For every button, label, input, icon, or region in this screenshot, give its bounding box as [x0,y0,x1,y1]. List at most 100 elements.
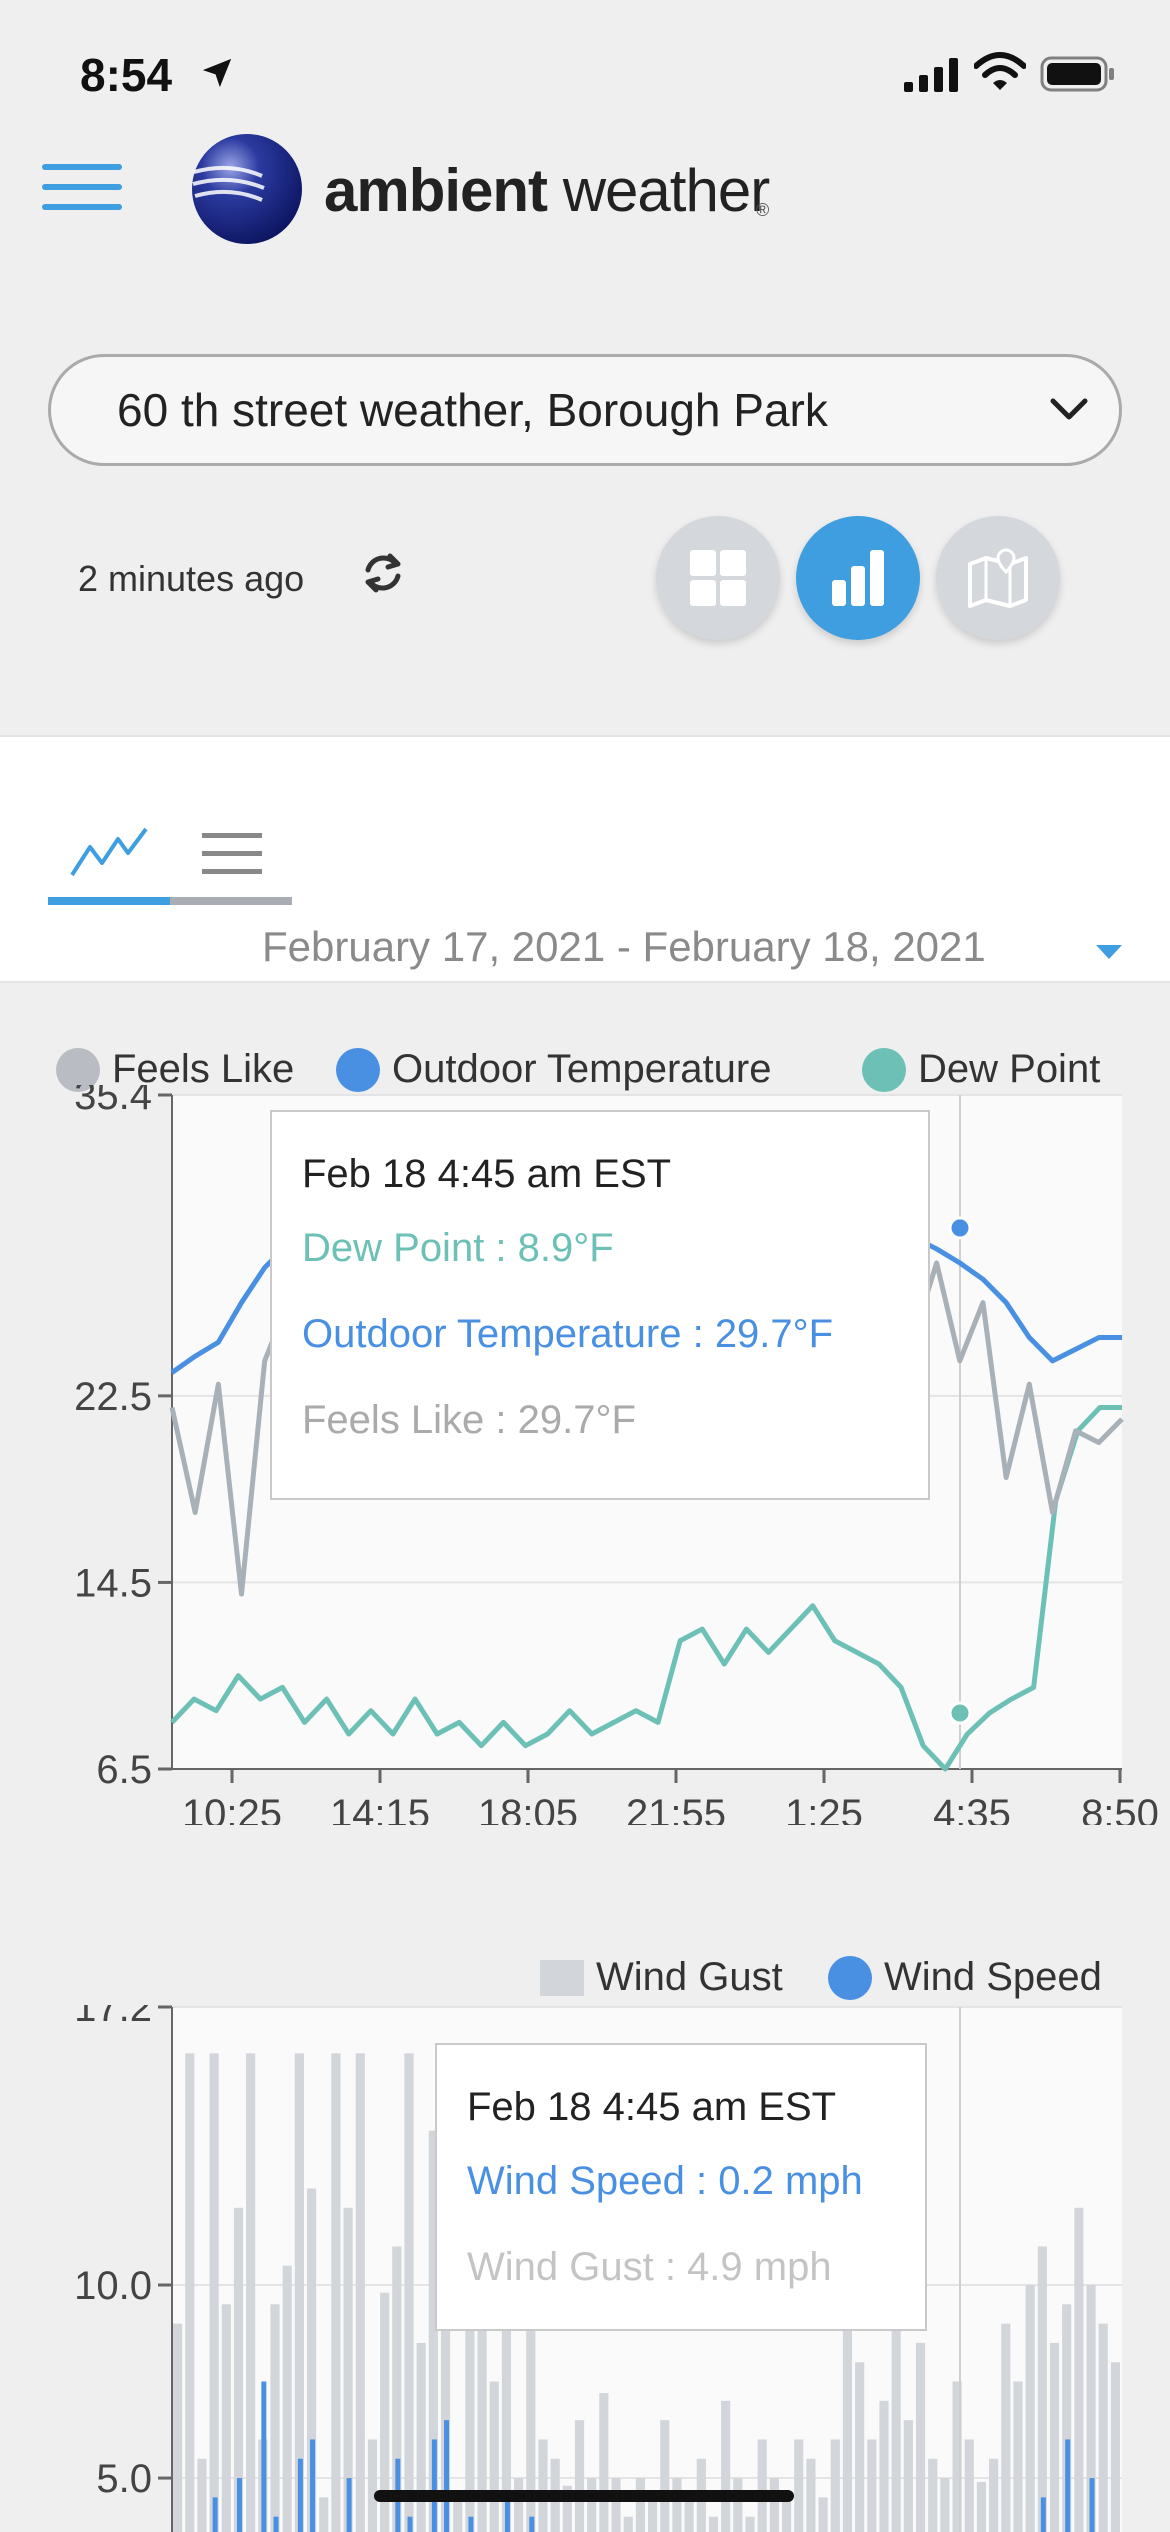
graphs-view-button[interactable] [796,516,920,640]
bar-wind-gust [173,2323,183,2532]
station-dropdown-value: 60 th street weather, Borough Park [117,384,828,436]
legend-outdoor-temperature[interactable]: Outdoor Temperature [336,1047,771,1092]
bar-wind-speed [431,2439,437,2532]
bar-wind-gust [708,2516,719,2532]
tooltip-dew-point: Dew Point : 8.9°F [302,1226,614,1270]
x-tick-label: 10:25 [182,1792,282,1825]
tab-list[interactable] [170,785,292,905]
bar-wind-gust [367,2439,378,2532]
map-view-button[interactable] [936,516,1060,640]
bar-wind-gust [514,2478,524,2532]
legend-wind-gust[interactable]: Wind Gust [540,1955,783,2000]
date-range[interactable]: February 17, 2021 - February 18, 2021 [262,923,986,970]
wifi-icon [974,52,1026,90]
charts: Feels Like Outdoor Temperature Dew Point… [0,985,1170,2532]
bar-wind-gust [842,2285,853,2532]
bar-wind-gust [355,2053,365,2532]
bar-wind-speed [1089,2478,1095,2532]
bar-wind-speed [1040,2497,1046,2532]
bar-wind-gust [209,2053,219,2532]
bar-wind-speed [297,2458,303,2532]
bar-wind-gust [611,2478,621,2532]
logo-icon [192,134,302,244]
bar-wind-gust [1074,2207,1084,2532]
bar-wind-gust [745,2516,755,2532]
tooltip-feels-like: Feels Like : 29.7°F [302,1398,636,1442]
legend-wind-speed[interactable]: Wind Speed [828,1955,1102,2000]
clock: 8:54 [80,49,173,101]
caret-down-icon[interactable] [1094,943,1124,961]
grid-icon [690,550,746,606]
list-icon [202,833,262,874]
bar-wind-gust [806,2458,816,2532]
y-tick-label: 22.5 [74,1375,152,1419]
bar-wind-gust [855,2362,865,2532]
bar-wind-gust [477,2323,487,2532]
signal-icon [904,58,958,92]
hover-point-outdoor-temperature [948,1216,972,1240]
bar-wind-gust [343,2207,353,2532]
bar-wind-gust [392,2246,402,2532]
dashboard-view-button[interactable] [656,516,780,640]
tab-line-chart[interactable] [48,785,170,905]
bar-wind-gust [989,2458,999,2532]
hover-point-dew-point [948,1701,972,1725]
bar-wind-speed [273,2516,279,2532]
bar-wind-gust [1110,2362,1120,2532]
bar-wind-gust [781,2497,792,2532]
x-tick-label: 8:50 [1081,1792,1159,1825]
bar-wind-gust [1098,2323,1108,2532]
bar-wind-gust [818,2497,828,2532]
bar-wind-gust [416,2342,426,2532]
bar-wind-gust [526,2285,536,2532]
bar-wind-speed [346,2478,352,2532]
bar-wind-gust [903,2420,913,2532]
brand-name: ambient weather [324,157,770,224]
temperature-tooltip: Feb 18 4:45 am EST Dew Point : 8.9°F Out… [270,1110,930,1500]
tab-underline-active [48,897,170,905]
bar-wind-gust [404,2053,414,2532]
bar-wind-gust [282,2265,292,2532]
bar-wind-speed [1065,2439,1071,2532]
bar-wind-gust [940,2478,950,2532]
y-tick-label: 14.5 [74,1561,152,1605]
bar-wind-gust [233,2207,244,2532]
battery-icon [1040,56,1114,92]
bar-wind-gust [891,2323,901,2532]
bar-wind-gust [465,2207,475,2532]
bar-wind-gust [197,2458,207,2532]
bar-wind-gust [830,2439,840,2532]
bar-wind-gust [574,2420,585,2532]
graph-panel: February 17, 2021 - February 18, 2021 [0,735,1170,983]
tab-underline [170,897,292,905]
station-dropdown[interactable]: 60 th street weather, Borough Park [48,354,1122,466]
home-indicator [374,2490,794,2502]
menu-icon[interactable] [42,164,122,224]
bar-wind-gust [733,2478,743,2532]
last-updated-text: 2 minutes ago [78,558,305,599]
bar-wind-gust [1013,2381,1023,2532]
bar-wind-gust [672,2478,682,2532]
status-bar: 8:54 [0,0,1170,150]
chevron-down-icon [1050,398,1088,420]
bar-wind-speed [468,2516,474,2532]
bar-wind-gust [1025,2285,1035,2532]
bar-wind-gust [599,2393,609,2532]
x-tick-label: 4:35 [933,1792,1011,1825]
legend-dew-point[interactable]: Dew Point [862,1047,1100,1092]
legend-feels-like[interactable]: Feels Like [56,1047,294,1092]
refresh-icon[interactable] [360,550,406,596]
x-tick-label: 18:05 [478,1792,578,1825]
tooltip-wind-speed: Wind Speed : 0.2 mph [467,2159,863,2203]
x-tick-label: 1:25 [785,1792,863,1825]
bar-wind-gust [1037,2246,1047,2532]
station-controls: 60 th street weather, Borough Park 2 min… [0,310,1170,735]
registered-mark: ® [756,200,770,220]
bar-wind-gust [270,2304,280,2532]
line-chart-icon [70,827,148,877]
location-arrow-icon [202,58,232,88]
bar-wind-speed [529,2516,535,2532]
y-tick-label: 17.2 [74,2005,152,2030]
series-line-dew-point [170,1405,1122,1772]
bar-wind-gust [623,2516,633,2532]
